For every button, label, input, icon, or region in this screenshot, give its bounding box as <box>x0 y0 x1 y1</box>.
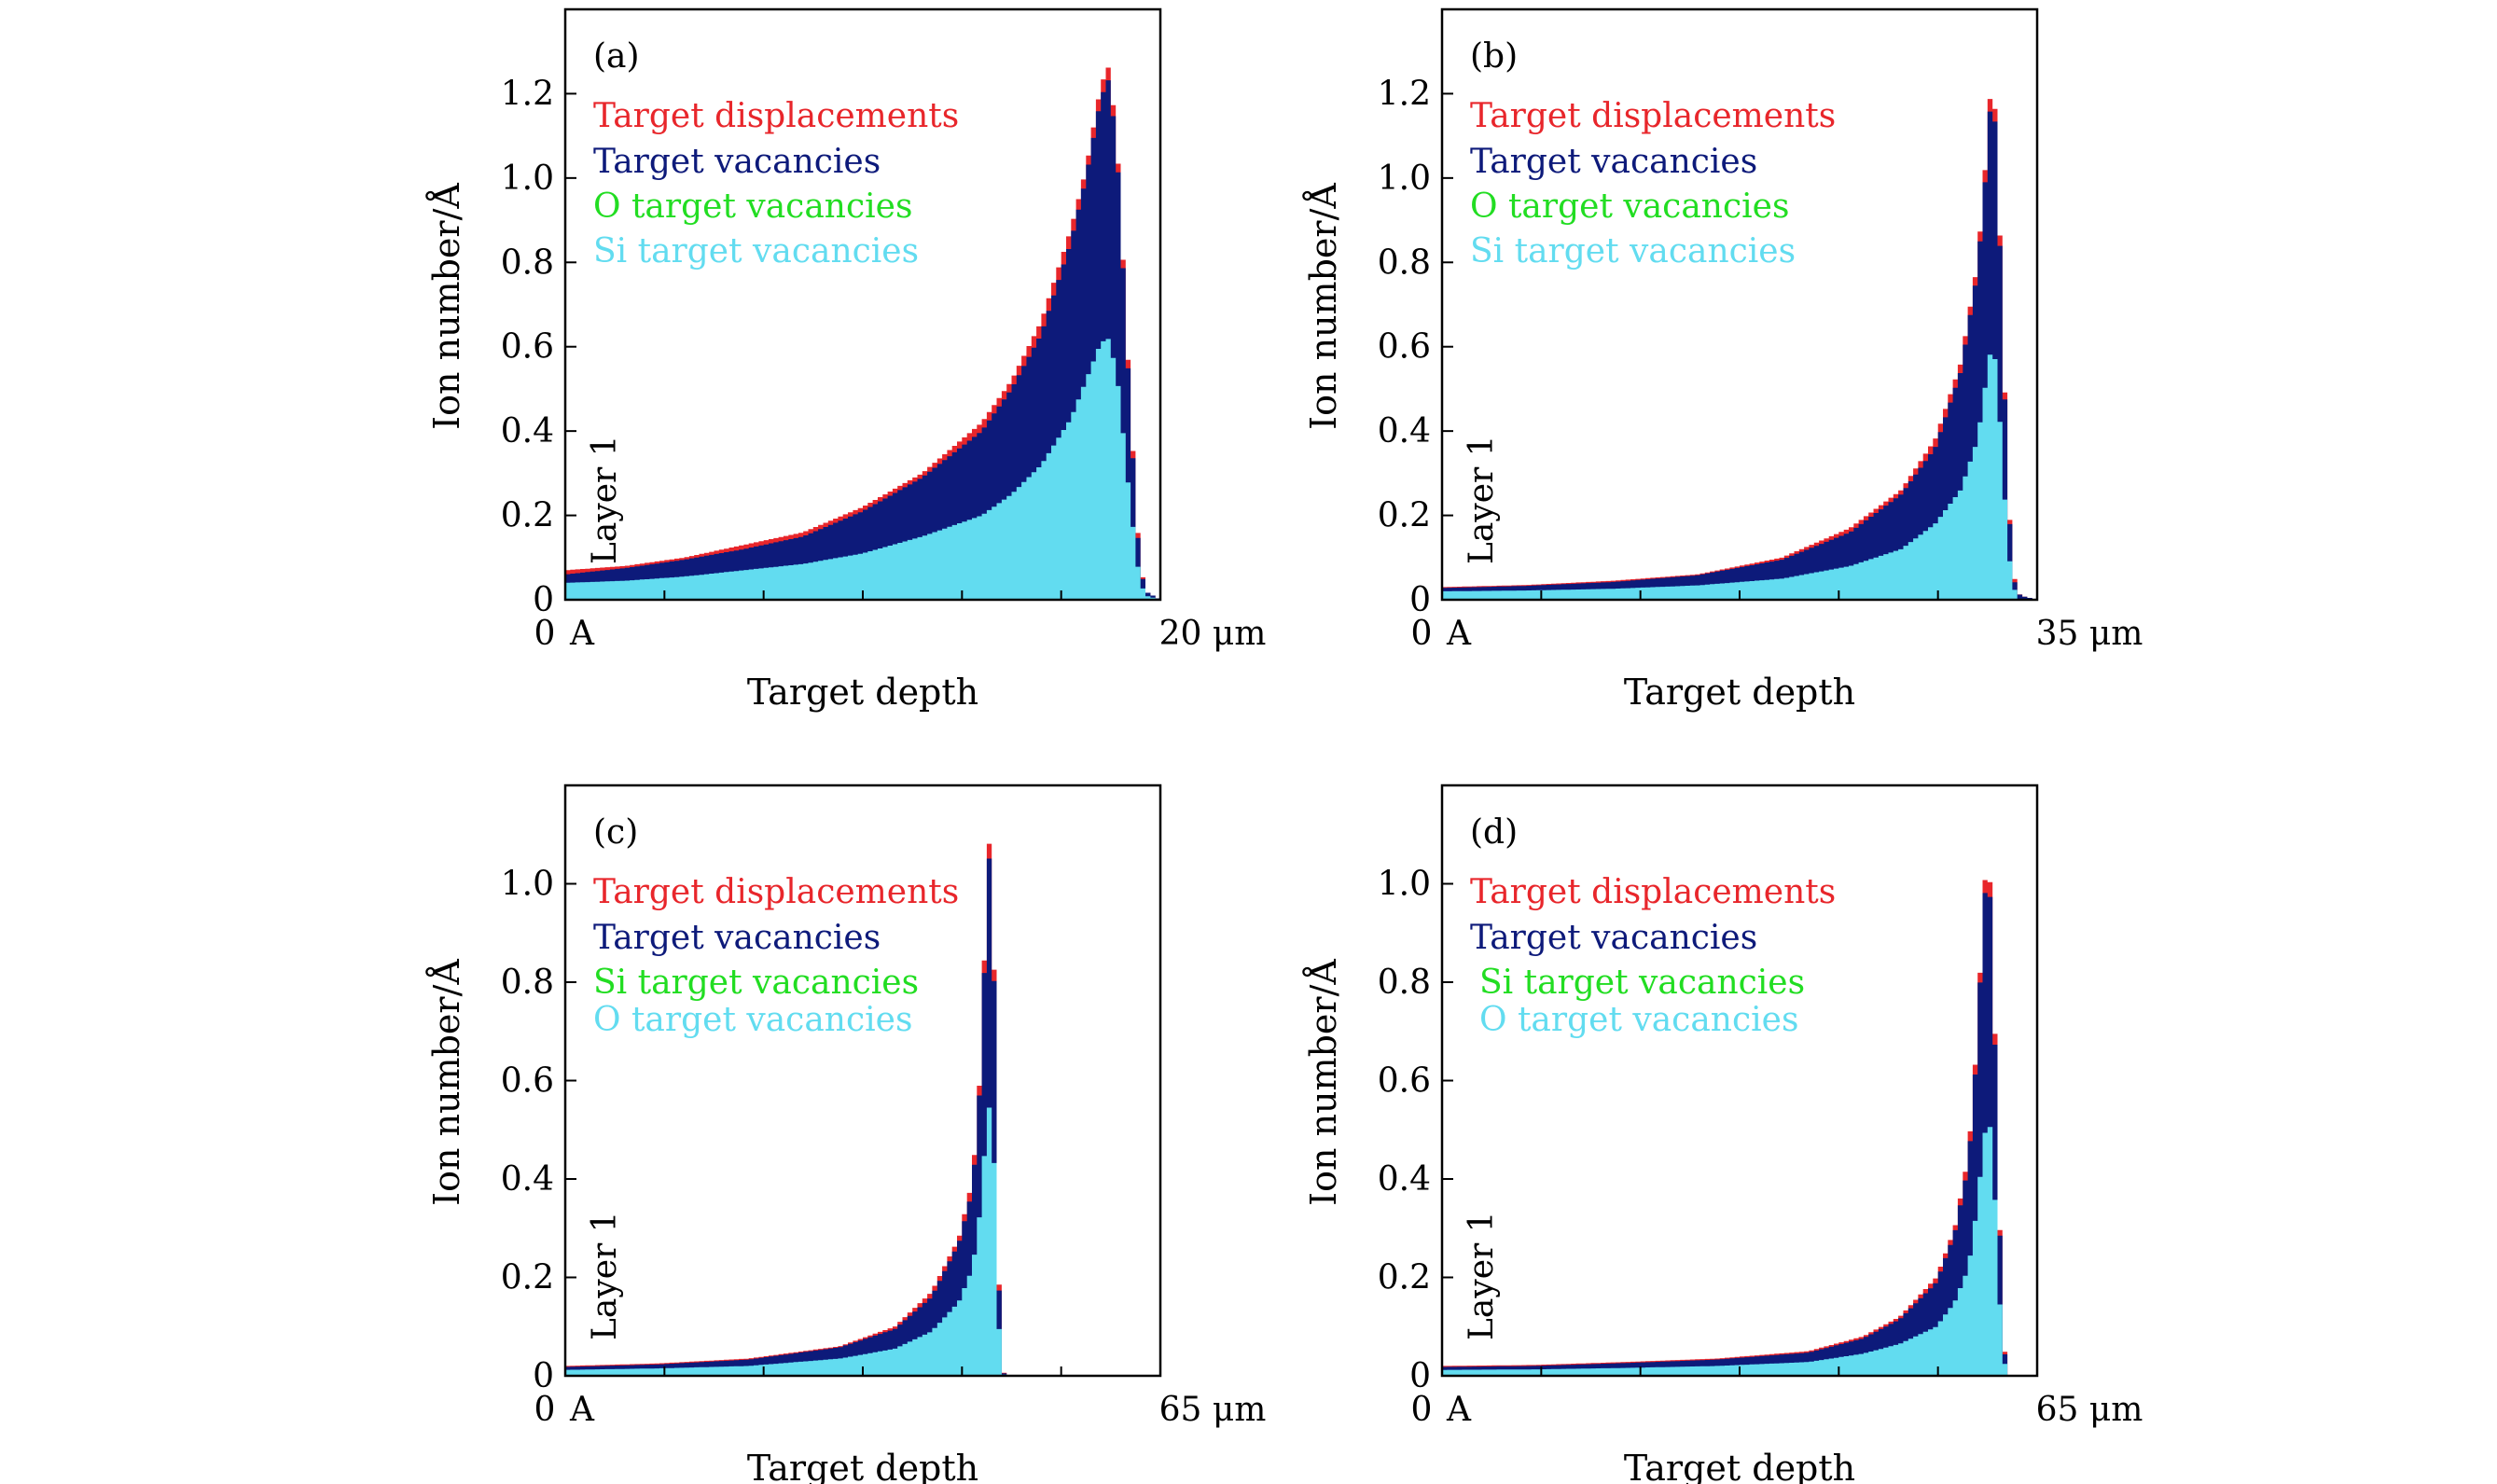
y-tick-label: 0.2 <box>1378 1259 1431 1297</box>
y-tick-label: 0 <box>1409 1357 1431 1395</box>
y-tick-label: 0.4 <box>1378 412 1431 451</box>
chart-panel-d: 0 0.2 0.4 0.6 0.8 1.0 0 A 65 μm Target depth Ion n… <box>1303 784 2143 1484</box>
x-end-label: 20 μm <box>1159 615 1267 653</box>
legend-entry: Target vacancies <box>593 143 881 181</box>
y-axis-label: Ion number/Å <box>1303 959 1344 1206</box>
x-mark-label: A <box>569 615 595 653</box>
y-tick-label: 0.8 <box>1378 243 1431 282</box>
legend-entry: Target vacancies <box>1470 919 1757 957</box>
y-tick-label: 1.0 <box>501 159 554 198</box>
y-tick-label: 1.0 <box>501 866 554 904</box>
panel-label: (c) <box>593 813 638 852</box>
legend-entry: O target vacancies <box>1479 1001 1798 1039</box>
layer-label: Layer 1 <box>586 435 624 564</box>
y-tick-label: 0.6 <box>1378 328 1431 367</box>
chart-panel-b: 0 0.2 0.4 0.6 0.8 1.0 1.2 0 A 35 μm Target depth Io… <box>1303 7 2143 713</box>
y-tick-label: 0 <box>1409 581 1431 619</box>
y-axis-label: Ion number/Å <box>1303 183 1344 430</box>
x-axis-label: Target depth <box>1624 1448 1855 1484</box>
legend-entry: Target displacements <box>593 873 959 911</box>
legend-entry: Target vacancies <box>1470 143 1757 181</box>
y-tick-label: 0.2 <box>1378 497 1431 535</box>
x-start-label: 0 <box>534 615 556 653</box>
legend-entry: Target displacements <box>1470 873 1836 911</box>
x-mark-label: A <box>1446 1391 1472 1429</box>
x-start-label: 0 <box>1411 1391 1433 1429</box>
y-tick-label: 0.6 <box>501 1062 554 1101</box>
legend-entry: Target displacements <box>593 97 959 135</box>
y-tick-label: 1.2 <box>501 75 554 113</box>
y-tick-label: 0.4 <box>1378 1160 1431 1199</box>
layer-label: Layer 1 <box>1463 435 1501 564</box>
series-area-target-vacancies <box>565 80 1160 601</box>
y-tick-label: 0.6 <box>501 328 554 367</box>
x-axis-label: Target depth <box>1624 672 1855 713</box>
legend-entry: O target vacancies <box>593 187 912 226</box>
y-tick-label: 0.8 <box>501 964 554 1002</box>
legend-entry: Si target vacancies <box>1479 964 1805 1002</box>
y-tick-label: 0 <box>533 581 554 619</box>
layer-label: Layer 1 <box>586 1211 624 1340</box>
series-area-si-target-vacancies <box>1442 354 2037 600</box>
y-tick-label: 0 <box>533 1357 554 1395</box>
legend-entry: O target vacancies <box>1470 187 1789 226</box>
layer-label: Layer 1 <box>1463 1211 1501 1340</box>
y-tick-label: 0.4 <box>501 412 554 451</box>
y-tick-label: 0.8 <box>501 243 554 282</box>
x-start-label: 0 <box>1411 615 1433 653</box>
panel-label: (d) <box>1470 813 1518 852</box>
x-axis-label: Target depth <box>747 672 978 713</box>
series-area-o-target-vacancies <box>1442 1127 2037 1376</box>
y-tick-label: 0.8 <box>1378 964 1431 1002</box>
x-end-label: 65 μm <box>1159 1391 1267 1429</box>
y-tick-label: 0.4 <box>501 1160 554 1199</box>
legend-entry: Target vacancies <box>593 919 881 957</box>
y-axis-label: Ion number/Å <box>426 959 467 1206</box>
legend-entry: Si target vacancies <box>1470 232 1796 270</box>
chart-panel-c: 0 0.2 0.4 0.6 0.8 1.0 0 A 65 μm Target depth Ion n… <box>426 784 1267 1484</box>
series-area-o-target-vacancies <box>565 1107 1160 1376</box>
y-tick-label: 0.2 <box>501 497 554 535</box>
y-tick-label: 1.2 <box>1378 75 1431 113</box>
x-mark-label: A <box>569 1391 595 1429</box>
y-tick-label: 0.6 <box>1378 1062 1431 1101</box>
y-tick-label: 0.2 <box>501 1259 554 1297</box>
x-mark-label: A <box>1446 615 1472 653</box>
series-area-si-target-vacancies <box>565 339 1160 600</box>
legend-entry: Si target vacancies <box>593 964 919 1002</box>
x-end-label: 35 μm <box>2036 615 2143 653</box>
chart-panel-a: 0 0.2 0.4 0.6 0.8 1.0 1.2 0 A 20 μm Target depth Io… <box>426 7 1267 713</box>
y-axis-label: Ion number/Å <box>426 183 467 430</box>
y-tick-label: 1.0 <box>1378 866 1431 904</box>
legend-entry: Si target vacancies <box>593 232 919 270</box>
panel-label: (b) <box>1470 37 1518 76</box>
legend-entry: Target displacements <box>1470 97 1836 135</box>
y-tick-label: 1.0 <box>1378 159 1431 198</box>
x-end-label: 65 μm <box>2036 1391 2143 1429</box>
panel-label: (a) <box>593 37 640 76</box>
x-axis-label: Target depth <box>747 1448 978 1484</box>
legend-entry: O target vacancies <box>593 1001 912 1039</box>
x-start-label: 0 <box>534 1391 556 1429</box>
